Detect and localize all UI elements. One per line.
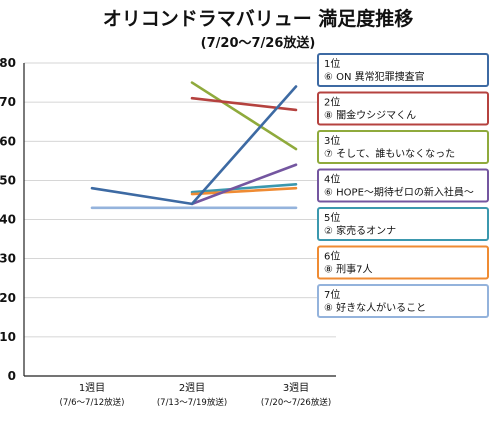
legend-entry [317, 284, 489, 318]
legend-entry [317, 207, 489, 241]
legend-entry [317, 53, 489, 87]
legend-series-name: ⑧ 刑事7人 [324, 263, 373, 276]
series-line [190, 81, 298, 151]
series-line [190, 186, 298, 196]
series-line [190, 163, 298, 206]
legend-rank: 7位 [324, 288, 340, 301]
x-tick-label: 1週目 [79, 382, 105, 394]
legend-rank: 1位 [324, 57, 340, 70]
y-tick-label: 10 [0, 330, 16, 344]
y-tick-label: 50 [0, 173, 16, 187]
series-line [190, 182, 298, 194]
y-tick-label: 0 [8, 369, 16, 383]
legend-series-name: ⑥ HOPE〜期待ゼロの新入社員〜 [324, 186, 474, 199]
x-tick-sublabel: (7/6〜7/12放送) [60, 397, 125, 408]
y-tick-label: 70 [0, 95, 16, 109]
y-tick-label: 60 [0, 134, 16, 148]
y-tick-label: 80 [0, 56, 16, 70]
chart-subtitle: (7/20〜7/26放送) [201, 35, 316, 51]
legend-entry [317, 168, 489, 203]
x-tick-label: 2週目 [179, 382, 205, 394]
series-line [90, 85, 298, 206]
y-tick-label: 30 [0, 252, 16, 266]
legend-entry [317, 245, 489, 280]
gridlines [24, 62, 336, 338]
y-tick-label: 40 [0, 213, 16, 227]
legend-series-name: ⑧ 闇金ウシジマくん [324, 109, 416, 122]
legend: 1位⑥ ON 異常犯罪捜査官 2位⑧ 闇金ウシジマくん 3位⑦ そして、誰もいなくな… [317, 53, 489, 318]
legend-series-name: ⑥ ON 異常犯罪捜査官 [324, 70, 425, 83]
x-tick-sublabel: (7/13〜7/19放送) [157, 397, 227, 408]
legend-rank: 3位 [324, 134, 340, 147]
legend-series-name: ② 家売るオンナ [324, 224, 396, 237]
legend-entry [317, 130, 489, 164]
legend-entry [317, 91, 489, 126]
x-tick-label: 3週目 [283, 382, 309, 394]
legend-rank: 6位 [324, 250, 340, 263]
axes [23, 63, 336, 377]
chart-title: オリコンドラマバリュー 満足度推移 [103, 7, 414, 30]
legend-series-name: ⑧ 好きな人がいること [324, 301, 426, 314]
y-tick-labels: 0 10 20 30 40 50 60 70 80 [0, 56, 16, 383]
x-tick-sublabel: (7/20〜7/26放送) [261, 397, 331, 408]
legend-rank: 4位 [324, 173, 340, 186]
x-tick-labels: 1週目 (7/6〜7/12放送) 2週目 (7/13〜7/19放送) 3週目 (7/20〜… [60, 382, 332, 408]
series-lines [90, 81, 298, 210]
legend-rank: 5位 [324, 211, 340, 224]
legend-series-name: ⑦ そして、誰もいなくなった [324, 147, 455, 160]
y-tick-label: 20 [0, 291, 16, 305]
legend-rank: 2位 [324, 96, 340, 109]
